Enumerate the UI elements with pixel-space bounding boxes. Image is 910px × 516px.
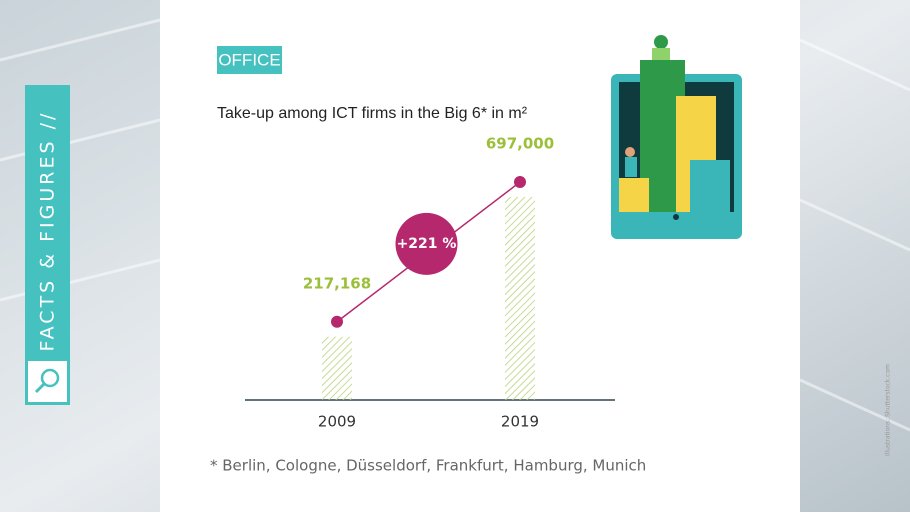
sidebar-bar (25, 85, 70, 405)
footnote: * Berlin, Cologne, Düsseldorf, Frankfurt… (210, 457, 646, 475)
x-tick-label: 2009 (318, 413, 356, 431)
section-tag (217, 46, 282, 74)
section-label: OFFICE (218, 50, 280, 69)
value-label: 697,000 (486, 135, 554, 153)
bar (505, 197, 535, 400)
search-icon-handle (34, 382, 46, 394)
point (514, 176, 526, 188)
search-icon-box[interactable] (26, 359, 69, 404)
value-label: 217,168 (303, 274, 371, 292)
change-badge (395, 212, 458, 275)
chart-title: Take-up among ICT firms in the Big 6* in… (217, 105, 528, 122)
credit: Illustrations: Shutterstock.com (885, 364, 892, 456)
x-tick-label: 2019 (501, 413, 539, 431)
sidebar-label: // FACTS & FIGURES // (37, 111, 59, 380)
bar (322, 336, 352, 400)
point (331, 315, 343, 328)
change-label: +221 % (397, 236, 457, 252)
search-icon (40, 368, 60, 388)
illustration (611, 35, 742, 239)
